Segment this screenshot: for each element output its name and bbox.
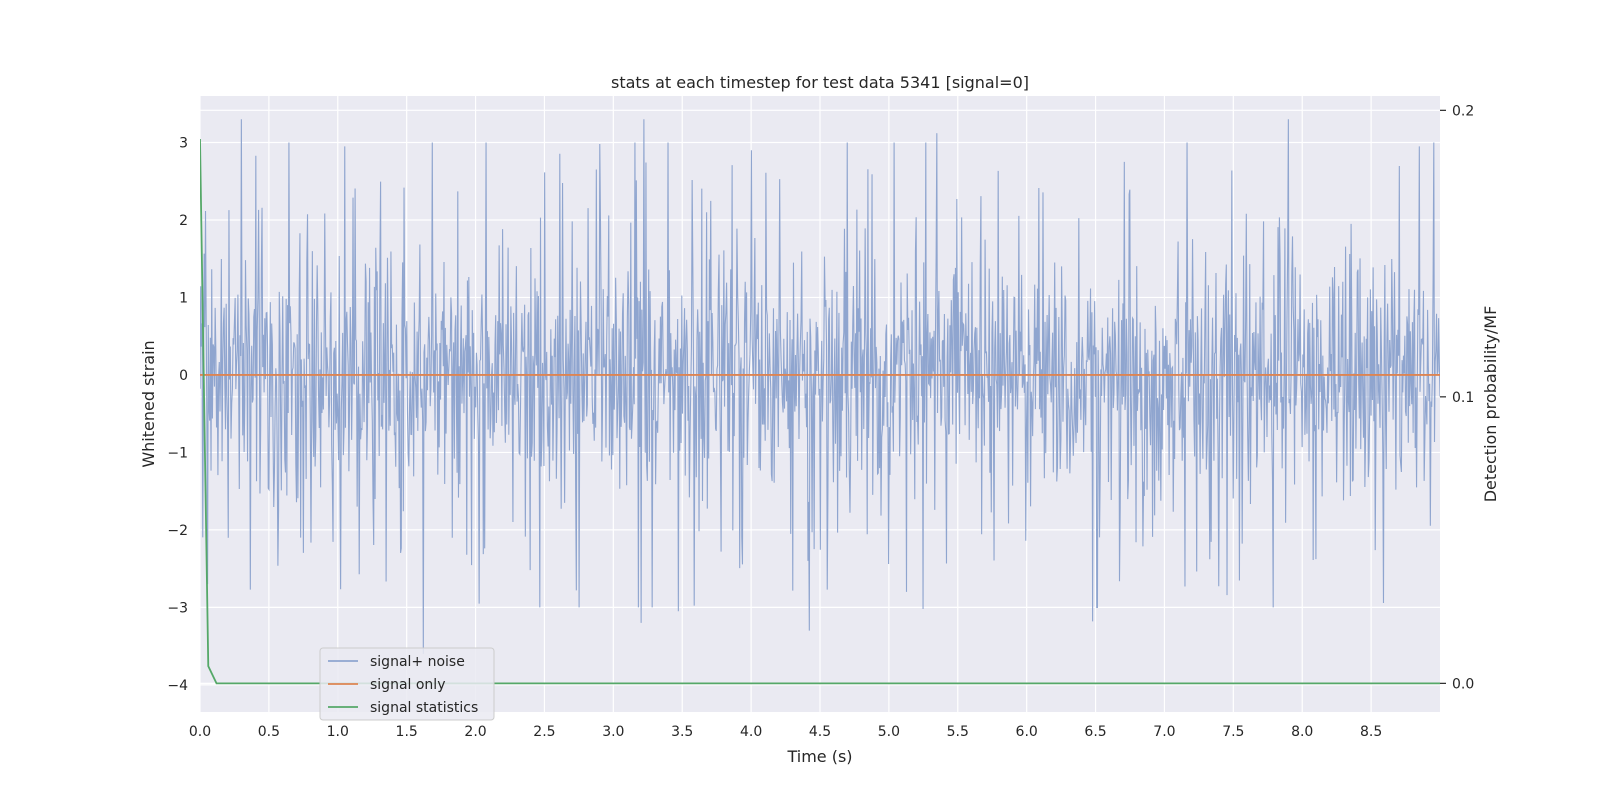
y2-tick-label: 0.0 [1452, 676, 1474, 692]
series-line-signal-noise [200, 119, 1440, 654]
y-axis-left: 3 2 1 0 −1 −2 −3 −4 [167, 135, 188, 693]
x-tick-label: 4.5 [809, 724, 831, 740]
y-tick-label: 1 [179, 290, 188, 306]
x-tick-label: 2.0 [464, 724, 486, 740]
x-tick-label: 8.5 [1360, 724, 1382, 740]
y-tick-label: 2 [179, 213, 188, 229]
x-tick-label: 1.0 [327, 724, 349, 740]
y-tick-label: 3 [179, 135, 188, 151]
x-tick-label: 6.5 [1084, 724, 1106, 740]
x-tick-label: 1.5 [396, 724, 418, 740]
y2-tick-label: 0.2 [1452, 103, 1474, 119]
y2-axis-label: Detection probability/MF [1481, 306, 1500, 503]
x-tick-label: 6.0 [1016, 724, 1038, 740]
legend-label-signal-noise: signal+ noise [370, 654, 465, 670]
legend-label-signal-statistics: signal statistics [370, 700, 478, 716]
x-axis: 0.0 0.5 1.0 1.5 2.0 2.5 3.0 3.5 4.0 4.5 5.0 5.5 6.0 6… [189, 724, 1382, 740]
y-tick-label: −2 [167, 523, 188, 539]
y2-tick-label: 0.1 [1452, 390, 1474, 406]
legend-box [319, 647, 495, 721]
legend-label-signal-only: signal only [370, 677, 445, 693]
x-tick-label: 5.5 [947, 724, 969, 740]
x-tick-label: 3.0 [602, 724, 624, 740]
x-tick-label: 7.5 [1222, 724, 1244, 740]
x-axis-label: Time (s) [786, 747, 852, 766]
y-tick-label: 0 [179, 368, 188, 384]
y-tick-label: −1 [167, 445, 188, 461]
x-tick-label: 2.5 [533, 724, 555, 740]
y-tick-label: −3 [167, 600, 188, 616]
y-axis-right: 0.2 0.1 0.0 [1440, 103, 1474, 692]
x-tick-label: 7.0 [1153, 724, 1175, 740]
x-tick-label: 5.0 [878, 724, 900, 740]
chart-title: stats at each timestep for test data 534… [611, 73, 1029, 92]
y-tick-label: −4 [167, 678, 188, 694]
x-tick-label: 0.5 [258, 724, 280, 740]
x-tick-label: 0.0 [189, 724, 211, 740]
x-tick-label: 4.0 [740, 724, 762, 740]
x-tick-label: 8.0 [1291, 724, 1313, 740]
x-tick-label: 3.5 [671, 724, 693, 740]
legend: signal+ noise signal only signal statist… [319, 647, 495, 721]
y-axis-label: Whitened strain [139, 340, 158, 467]
